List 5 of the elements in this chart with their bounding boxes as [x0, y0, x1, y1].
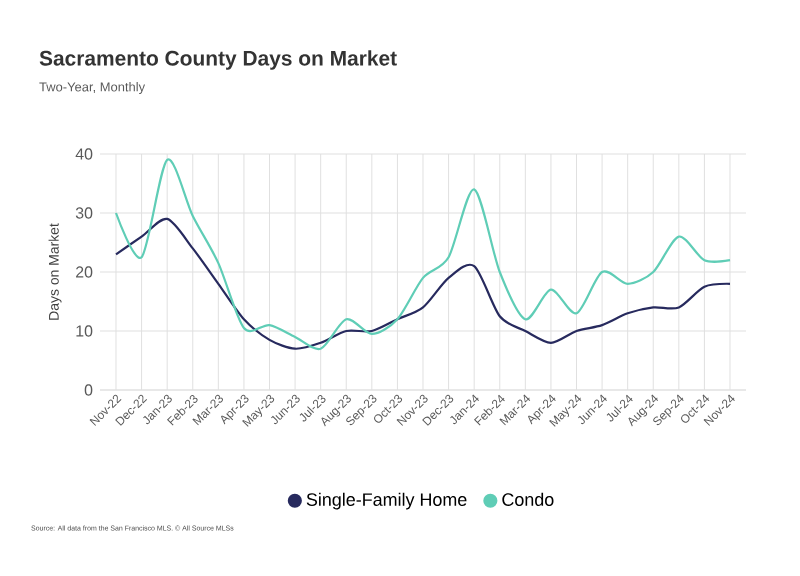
- legend-label: Single-Family Home: [306, 492, 467, 510]
- line-series: [114, 217, 732, 350]
- chart-title: Sacramento County Days on Market: [39, 50, 397, 70]
- legend-label: Condo: [502, 492, 554, 506]
- line-series: [114, 158, 732, 350]
